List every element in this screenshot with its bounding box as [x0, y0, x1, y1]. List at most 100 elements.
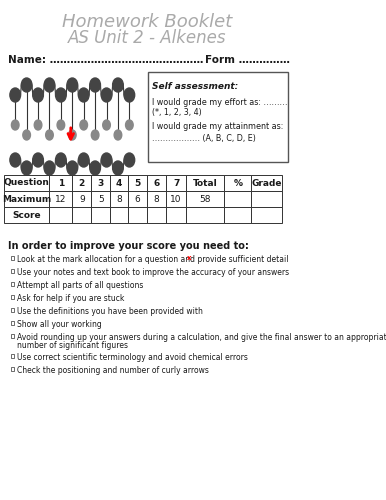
Bar [11, 256, 14, 260]
Text: Name: ………………………………………: Name: ……………………………………… [8, 55, 203, 65]
Bar [128, 175, 147, 191]
Text: Use correct scientific terminology and avoid chemical errors: Use correct scientific terminology and a… [17, 353, 247, 362]
Text: 6: 6 [134, 194, 140, 203]
Bar [91, 175, 110, 191]
Circle shape [44, 78, 55, 92]
Bar [147, 191, 166, 207]
Text: AS Unit 2 - Alkenes: AS Unit 2 - Alkenes [68, 29, 226, 47]
Bar [11, 321, 14, 325]
Bar [11, 334, 14, 338]
Bar [49, 191, 72, 207]
Circle shape [21, 161, 32, 175]
Text: 7: 7 [173, 178, 179, 188]
Bar [49, 175, 72, 191]
Circle shape [33, 153, 43, 167]
Circle shape [78, 88, 89, 102]
Text: Self assessment:: Self assessment: [152, 82, 239, 91]
Bar [110, 175, 128, 191]
Circle shape [125, 120, 133, 130]
Bar [251, 175, 281, 191]
Circle shape [91, 130, 99, 140]
Bar [225, 175, 251, 191]
Bar [251, 191, 281, 207]
Text: Avoid rounding up your answers during a calculation, and give the final answer t: Avoid rounding up your answers during a … [17, 333, 386, 342]
Text: Use your notes and text book to improve the accuracy of your answers: Use your notes and text book to improve … [17, 268, 289, 277]
Bar [11, 295, 14, 299]
Circle shape [67, 78, 78, 92]
Text: 1: 1 [58, 178, 64, 188]
Text: Look at the mark allocation for a question and provide sufficient detail: Look at the mark allocation for a questi… [17, 255, 288, 264]
Bar [166, 191, 186, 207]
Circle shape [23, 130, 30, 140]
Text: Question: Question [4, 178, 49, 188]
Bar [186, 175, 225, 191]
Bar [4, 175, 49, 191]
Circle shape [33, 88, 43, 102]
Text: 8: 8 [116, 194, 122, 203]
Bar [128, 207, 147, 223]
Bar [91, 207, 110, 223]
Text: I would grade my effort as: ………: I would grade my effort as: ……… [152, 98, 288, 107]
Text: number of significant figures: number of significant figures [17, 341, 128, 350]
Text: %: % [233, 178, 242, 188]
Circle shape [114, 130, 122, 140]
Text: Ask for help if you are stuck: Ask for help if you are stuck [17, 294, 124, 303]
Bar [110, 207, 128, 223]
Bar [147, 207, 166, 223]
Circle shape [90, 161, 100, 175]
Circle shape [10, 153, 20, 167]
Text: 9: 9 [79, 194, 85, 203]
Circle shape [124, 153, 135, 167]
Circle shape [101, 153, 112, 167]
Text: Show all your working: Show all your working [17, 320, 102, 329]
Circle shape [103, 120, 110, 130]
Circle shape [124, 88, 135, 102]
Text: 8: 8 [154, 194, 159, 203]
Circle shape [46, 130, 53, 140]
Circle shape [21, 78, 32, 92]
Text: Grade: Grade [251, 178, 281, 188]
Text: Use the definitions you have been provided with: Use the definitions you have been provid… [17, 307, 203, 316]
Circle shape [90, 78, 100, 92]
Bar [91, 191, 110, 207]
Bar [225, 207, 251, 223]
Text: In order to improve your score you need to:: In order to improve your score you need … [8, 241, 249, 251]
Circle shape [10, 88, 20, 102]
Circle shape [113, 78, 123, 92]
Bar [110, 191, 128, 207]
Bar [4, 207, 49, 223]
Text: 2: 2 [79, 178, 85, 188]
FancyBboxPatch shape [148, 72, 288, 162]
Bar [186, 207, 225, 223]
Circle shape [80, 120, 88, 130]
Text: Check the positioning and number of curly arrows: Check the positioning and number of curl… [17, 366, 208, 375]
Text: 5: 5 [134, 178, 141, 188]
Text: 3: 3 [98, 178, 104, 188]
Bar [72, 175, 91, 191]
Text: Form ……………: Form …………… [205, 55, 290, 65]
Circle shape [12, 120, 19, 130]
Text: x: x [186, 255, 191, 261]
Bar [251, 207, 281, 223]
Text: 4: 4 [116, 178, 122, 188]
Bar [72, 207, 91, 223]
Circle shape [57, 120, 65, 130]
Text: 12: 12 [55, 194, 66, 203]
Bar [11, 269, 14, 273]
Bar [11, 282, 14, 286]
Bar [11, 367, 14, 371]
Circle shape [78, 153, 89, 167]
Bar [166, 175, 186, 191]
Bar [11, 354, 14, 358]
Text: 58: 58 [200, 194, 211, 203]
Text: (*, 1, 2, 3, 4): (*, 1, 2, 3, 4) [152, 108, 202, 117]
Circle shape [113, 161, 123, 175]
Text: 5: 5 [98, 194, 104, 203]
Text: ……………… (A, B, C, D, E): ……………… (A, B, C, D, E) [152, 134, 256, 143]
Bar [49, 207, 72, 223]
Bar [186, 191, 225, 207]
Text: I would grade my attainment as:: I would grade my attainment as: [152, 122, 284, 131]
Bar [147, 175, 166, 191]
Circle shape [56, 153, 66, 167]
Bar [72, 191, 91, 207]
